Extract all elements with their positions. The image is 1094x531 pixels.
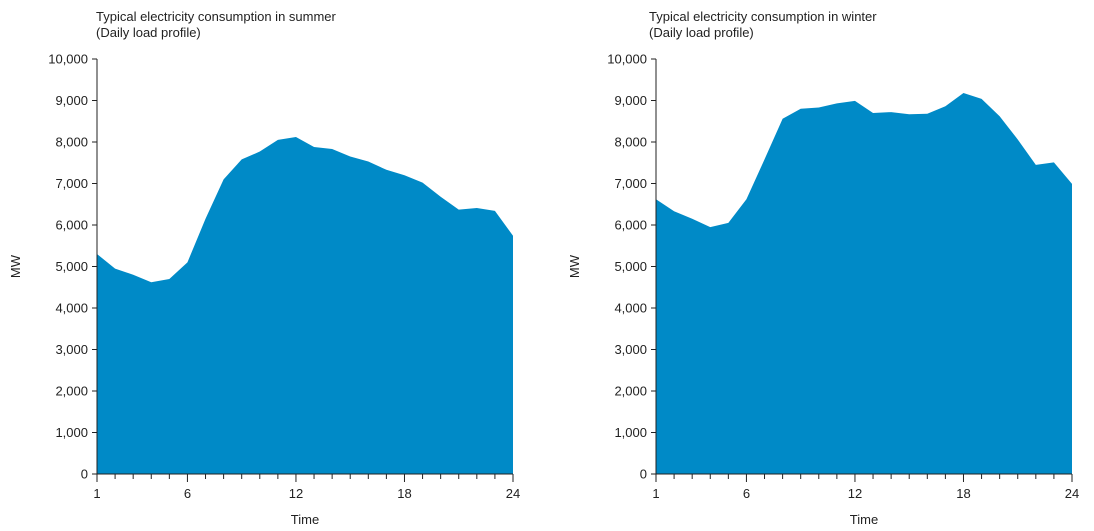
x-tick-label: 18 [397, 486, 411, 501]
y-tick-label: 2,000 [614, 384, 647, 399]
x-tick-label: 18 [956, 486, 970, 501]
chart-title-text: Typical electricity consumption in summe… [96, 9, 336, 24]
x-tick-label: 24 [1065, 486, 1079, 501]
y-tick-label: 8,000 [614, 135, 647, 150]
x-tick-label: 6 [184, 486, 191, 501]
y-tick-label: 6,000 [55, 218, 88, 233]
x-axis-label: Time [291, 512, 319, 527]
x-tick-label: 24 [506, 486, 520, 501]
chart-summer: Typical electricity consumption in summe… [8, 9, 520, 528]
x-tick-label: 6 [743, 486, 750, 501]
y-axis-label: MW [8, 254, 23, 278]
x-tick-label: 12 [289, 486, 303, 501]
chart-subtitle-text: (Daily load profile) [649, 25, 754, 40]
y-tick-label: 5,000 [614, 259, 647, 274]
y-tick-label: 0 [640, 467, 647, 482]
y-tick-label: 1,000 [55, 425, 88, 440]
chart-title: Typical electricity consumption in winte… [649, 9, 877, 41]
y-tick-label: 4,000 [614, 301, 647, 316]
y-tick-label: 0 [81, 467, 88, 482]
chart-title-text: Typical electricity consumption in winte… [649, 9, 877, 24]
series-area [656, 93, 1072, 474]
chart-subtitle-text: (Daily load profile) [96, 25, 201, 40]
y-tick-label: 1,000 [614, 425, 647, 440]
x-tick-label: 1 [93, 486, 100, 501]
y-tick-label: 9,000 [55, 93, 88, 108]
chart-svg-winter: 0 1,000 2,000 3,000 4,000 5,000 6,000 7,000 8,00… [567, 52, 1079, 528]
y-tick-label: 5,000 [55, 259, 88, 274]
x-axis-label: Time [850, 512, 878, 527]
series-area [97, 137, 513, 474]
x-tick-label: 12 [848, 486, 862, 501]
y-tick-label: 8,000 [55, 135, 88, 150]
y-tick-label: 6,000 [614, 218, 647, 233]
x-tick-label: 1 [652, 486, 659, 501]
y-tick-label: 10,000 [607, 52, 647, 67]
y-axis-label: MW [567, 254, 582, 278]
y-tick-label: 7,000 [614, 176, 647, 191]
y-tick-label: 9,000 [614, 93, 647, 108]
y-tick-label: 4,000 [55, 301, 88, 316]
chart-svg-summer: 0 1,000 2,000 3,000 4,000 5,000 6,000 7,000 8,00… [8, 52, 520, 528]
y-tick-label: 2,000 [55, 384, 88, 399]
chart-winter: Typical electricity consumption in winte… [547, 0, 1094, 531]
y-tick-label: 7,000 [55, 176, 88, 191]
y-tick-label: 3,000 [55, 342, 88, 357]
y-tick-label: 10,000 [48, 52, 88, 67]
y-tick-label: 3,000 [614, 342, 647, 357]
chart-title: Typical electricity consumption in summe… [96, 9, 336, 41]
